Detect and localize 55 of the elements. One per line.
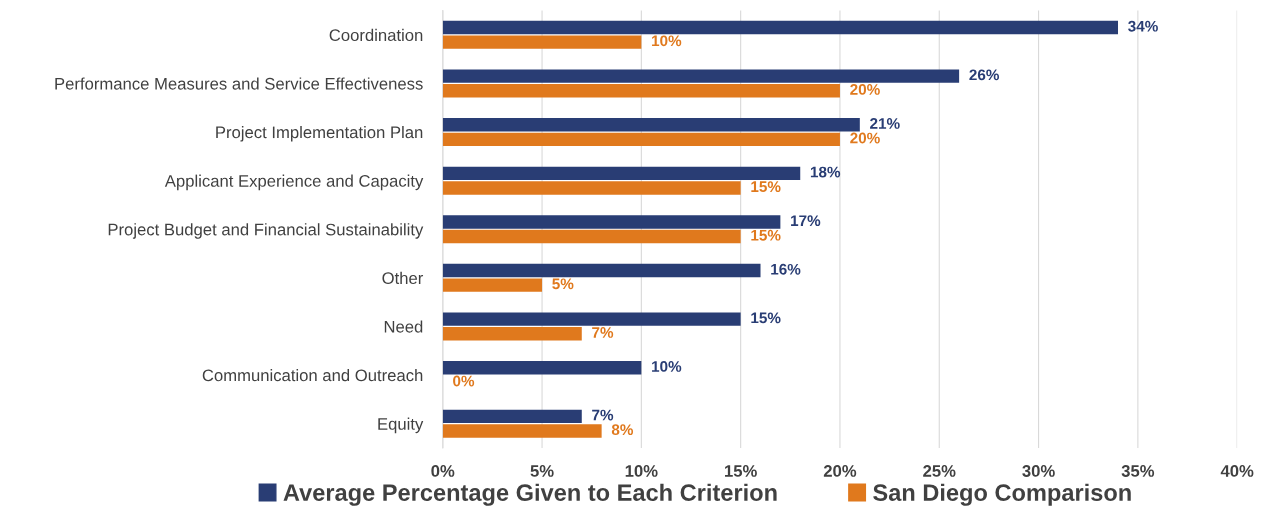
bar — [442, 84, 840, 98]
bar — [442, 409, 582, 424]
data-label: 7% — [592, 327, 614, 338]
data-label: 15% — [751, 181, 781, 193]
bar — [442, 278, 543, 292]
data-label: 17% — [791, 215, 821, 227]
bar — [442, 118, 860, 132]
data-label: 20% — [850, 132, 880, 144]
bar — [442, 166, 801, 181]
x-tick-label: 30% — [1022, 465, 1055, 477]
data-label: 20% — [850, 84, 880, 95]
data-label: 10% — [652, 361, 682, 372]
x-tick-label: 40% — [1220, 465, 1254, 477]
data-label: 21% — [870, 118, 900, 129]
bar — [442, 132, 840, 147]
data-label: 0% — [453, 375, 475, 387]
legend-label: San Diego Comparison — [873, 483, 1131, 506]
x-tick-label: 0% — [431, 465, 455, 477]
data-label: 34% — [1128, 20, 1158, 32]
y-tick-label: Project Budget and Financial Sustainability — [108, 223, 424, 239]
bar — [442, 327, 582, 341]
legend-label: Average Percentage Given to Each Criterion — [283, 483, 777, 506]
data-label: 5% — [552, 278, 574, 290]
y-tick-label: Performance Measures and Service Effectiveness — [55, 77, 423, 90]
data-label: 15% — [751, 229, 781, 241]
data-label: 18% — [810, 166, 841, 178]
bar — [442, 215, 781, 229]
bar — [442, 424, 602, 438]
y-tick-label: Communication and Outreach — [202, 369, 423, 382]
bar — [442, 20, 1119, 35]
x-tick-label: 5% — [530, 465, 554, 477]
y-tick-label: Equity — [378, 417, 424, 434]
bar — [442, 229, 741, 244]
bar — [442, 361, 642, 375]
data-label: 26% — [969, 69, 1000, 81]
x-tick-label: 25% — [923, 465, 956, 477]
y-tick-label: Other — [382, 271, 424, 285]
bar — [442, 181, 741, 195]
data-label: 8% — [611, 424, 634, 436]
data-label: 10% — [652, 35, 682, 47]
data-label: 15% — [751, 312, 781, 324]
bar — [442, 69, 960, 83]
x-tick-label: 10% — [625, 465, 658, 477]
data-label: 7% — [592, 409, 614, 421]
bar — [442, 312, 741, 326]
y-tick-label: Coordination — [329, 28, 423, 42]
y-tick-label: Project Implementation Plan — [216, 126, 423, 142]
x-tick-label: 20% — [823, 465, 857, 477]
x-tick-label: 35% — [1121, 465, 1155, 477]
bar — [442, 35, 642, 49]
data-label: 16% — [771, 263, 801, 275]
x-tick-label: 15% — [725, 465, 757, 477]
y-tick-label: Need — [384, 320, 423, 333]
y-tick-label: Applicant Experience and Capacity — [164, 174, 424, 191]
bar — [442, 263, 761, 278]
